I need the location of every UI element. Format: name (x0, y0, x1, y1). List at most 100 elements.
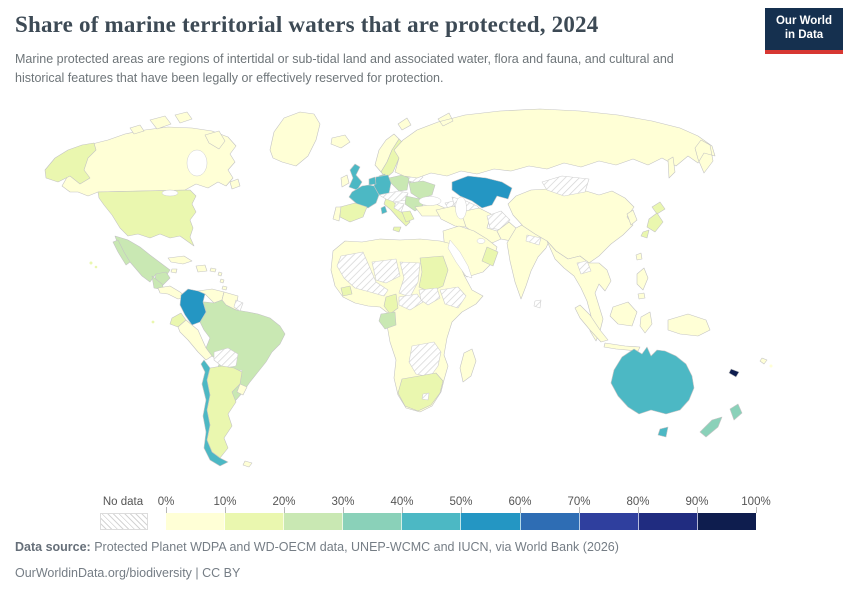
legend-tick-label-100%: 100% (741, 496, 771, 508)
country-ethiopia[interactable] (439, 286, 467, 309)
country-taiwan[interactable] (635, 252, 643, 261)
country-canada-arctic3[interactable] (129, 124, 145, 135)
country-new-guinea[interactable] (667, 313, 711, 337)
legend-cell-70-80%[interactable] (579, 513, 639, 530)
great-lakes (161, 189, 179, 197)
legend-cell-80-90%[interactable] (638, 513, 698, 530)
country-corsica[interactable] (380, 205, 388, 215)
country-canada-arctic1[interactable] (149, 115, 172, 130)
country-pacific-speck[interactable] (769, 364, 773, 368)
country-russia-sakhalin[interactable] (667, 156, 676, 179)
legend-cell-20-30%[interactable] (284, 513, 344, 530)
country-niger[interactable] (371, 258, 401, 284)
country-galapagos[interactable] (151, 320, 155, 324)
country-nz-north[interactable] (729, 403, 743, 421)
legend-tick-mark (166, 507, 167, 513)
country-ireland[interactable] (340, 174, 350, 188)
legend-cell-50-60%[interactable] (461, 513, 521, 530)
country-japan-kyushu[interactable] (640, 229, 650, 239)
country-chile[interactable] (200, 359, 229, 467)
country-japan-honshu[interactable] (646, 212, 664, 233)
country-puerto-rico[interactable] (209, 267, 217, 273)
country-french-guiana[interactable] (233, 299, 244, 312)
country-gabon[interactable] (378, 311, 397, 330)
country-lesotho[interactable] (421, 392, 430, 401)
country-falklands[interactable] (242, 460, 253, 468)
country-philippines[interactable] (636, 267, 649, 291)
data-source-line: Data source: Protected Planet WDPA and W… (15, 538, 619, 557)
country-portugal[interactable] (332, 206, 342, 222)
country-japan-hokkaido[interactable] (651, 201, 666, 215)
country-sulawesi[interactable] (639, 311, 653, 334)
legend-cell-90-100%[interactable] (697, 513, 756, 530)
country-philippines-south[interactable] (637, 292, 646, 300)
country-canada-newfoundland[interactable] (229, 178, 241, 190)
country-korea[interactable] (626, 209, 638, 226)
country-cuba[interactable] (167, 255, 193, 265)
country-russia[interactable] (393, 108, 716, 179)
country-new-caledonia[interactable] (728, 368, 740, 378)
country-south-africa[interactable] (397, 372, 444, 412)
country-hispaniola[interactable] (195, 264, 208, 273)
country-balkans[interactable] (393, 201, 405, 213)
country-tasmania[interactable] (657, 426, 669, 438)
no-data-swatch[interactable] (100, 513, 148, 530)
country-guinea[interactable] (340, 285, 353, 297)
country-nepal[interactable] (525, 234, 542, 246)
country-oman[interactable] (481, 246, 499, 267)
country-sicily[interactable] (392, 226, 402, 233)
country-france[interactable] (348, 184, 380, 209)
country-spain[interactable] (339, 202, 368, 223)
country-bolivia[interactable] (213, 347, 239, 369)
country-madagascar[interactable] (459, 348, 477, 383)
country-poland[interactable] (388, 174, 410, 192)
country-fiji[interactable] (759, 357, 768, 365)
country-java[interactable] (603, 342, 641, 352)
country-greece[interactable] (401, 210, 415, 223)
country-usa-hawaii[interactable] (89, 261, 93, 265)
country-nz-south[interactable] (699, 416, 723, 438)
country-usa-alaska[interactable] (44, 142, 97, 185)
country-lesser-antilles[interactable] (217, 271, 228, 291)
country-usa[interactable] (97, 189, 197, 247)
country-sri-lanka[interactable] (533, 299, 542, 309)
country-sumatra[interactable] (574, 304, 609, 343)
country-laos[interactable] (576, 260, 592, 275)
country-cameroon[interactable] (383, 293, 399, 315)
country-mongolia[interactable] (541, 175, 590, 197)
country-uruguay[interactable] (236, 383, 248, 396)
caspian-sea (455, 196, 467, 220)
country-sahara-mali[interactable] (336, 251, 389, 297)
legend-tick-label-90%: 90% (685, 496, 709, 508)
legend-cell-10-20%[interactable] (225, 513, 285, 530)
country-usa-hawaii2[interactable] (94, 265, 98, 269)
country-australia[interactable] (610, 346, 695, 415)
country-canada-arctic2[interactable] (174, 111, 193, 124)
country-mexico-baja[interactable] (112, 239, 131, 266)
country-greenland[interactable] (269, 111, 321, 167)
legend-cell-60-70%[interactable] (520, 513, 580, 530)
country-kazakhstan[interactable] (451, 175, 513, 209)
country-benelux[interactable] (368, 176, 377, 186)
legend-tick-mark (579, 507, 580, 513)
owid-logo[interactable]: Our World in Data (765, 8, 843, 54)
country-iceland[interactable] (330, 134, 351, 149)
country-uk[interactable] (348, 163, 363, 191)
country-jamaica[interactable] (170, 268, 178, 274)
legend-cell-30-40%[interactable] (343, 513, 403, 530)
persian-gulf (476, 238, 486, 244)
country-borneo[interactable] (609, 301, 638, 327)
country-colombia[interactable] (179, 288, 207, 326)
country-car[interactable] (398, 293, 424, 311)
country-ukraine[interactable] (408, 180, 436, 200)
country-peru[interactable] (177, 319, 213, 361)
country-canada-baffin[interactable] (204, 130, 226, 150)
license-line[interactable]: OurWorldinData.org/biodiversity | CC BY (15, 565, 241, 580)
country-argentina[interactable] (206, 365, 243, 459)
country-zambia-zimbabwe-botswana[interactable] (408, 341, 442, 378)
legend-cell-40-50%[interactable] (402, 513, 462, 530)
country-south-sudan[interactable] (418, 287, 441, 306)
country-se-asia[interactable] (546, 240, 612, 342)
legend-cell-0-10%[interactable] (166, 513, 226, 530)
